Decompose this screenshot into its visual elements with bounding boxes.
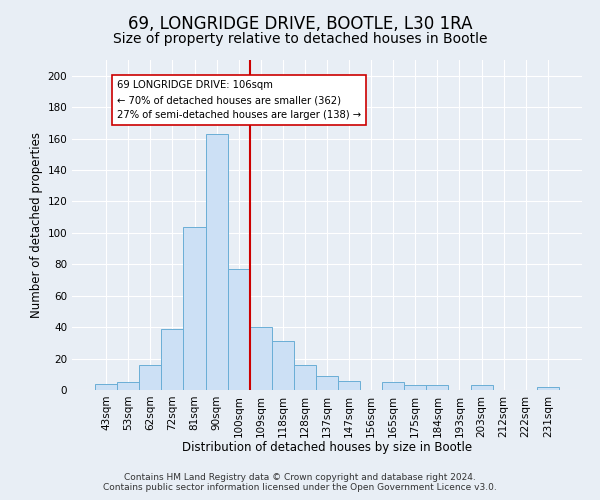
Bar (139, 365, 161, 390)
Bar (117, 382, 139, 390)
Bar (537, 387, 559, 390)
Bar (294, 365, 316, 390)
Bar (316, 376, 338, 390)
Bar (382, 382, 404, 390)
Bar (338, 380, 360, 390)
Bar (206, 134, 227, 390)
Text: 69 LONGRIDGE DRIVE: 106sqm
← 70% of detached houses are smaller (362)
27% of sem: 69 LONGRIDGE DRIVE: 106sqm ← 70% of deta… (117, 80, 361, 120)
X-axis label: Distribution of detached houses by size in Bootle: Distribution of detached houses by size … (182, 441, 472, 454)
Bar (161, 328, 184, 390)
Text: 69, LONGRIDGE DRIVE, BOOTLE, L30 1RA: 69, LONGRIDGE DRIVE, BOOTLE, L30 1RA (128, 15, 472, 33)
Bar (404, 386, 427, 390)
Bar (95, 384, 117, 390)
Bar (470, 386, 493, 390)
Bar (427, 386, 448, 390)
Y-axis label: Number of detached properties: Number of detached properties (30, 132, 43, 318)
Bar (250, 327, 272, 390)
Text: Size of property relative to detached houses in Bootle: Size of property relative to detached ho… (113, 32, 487, 46)
Bar (227, 269, 250, 390)
Bar (184, 226, 206, 390)
Text: Contains HM Land Registry data © Crown copyright and database right 2024.
Contai: Contains HM Land Registry data © Crown c… (103, 473, 497, 492)
Bar (272, 342, 294, 390)
